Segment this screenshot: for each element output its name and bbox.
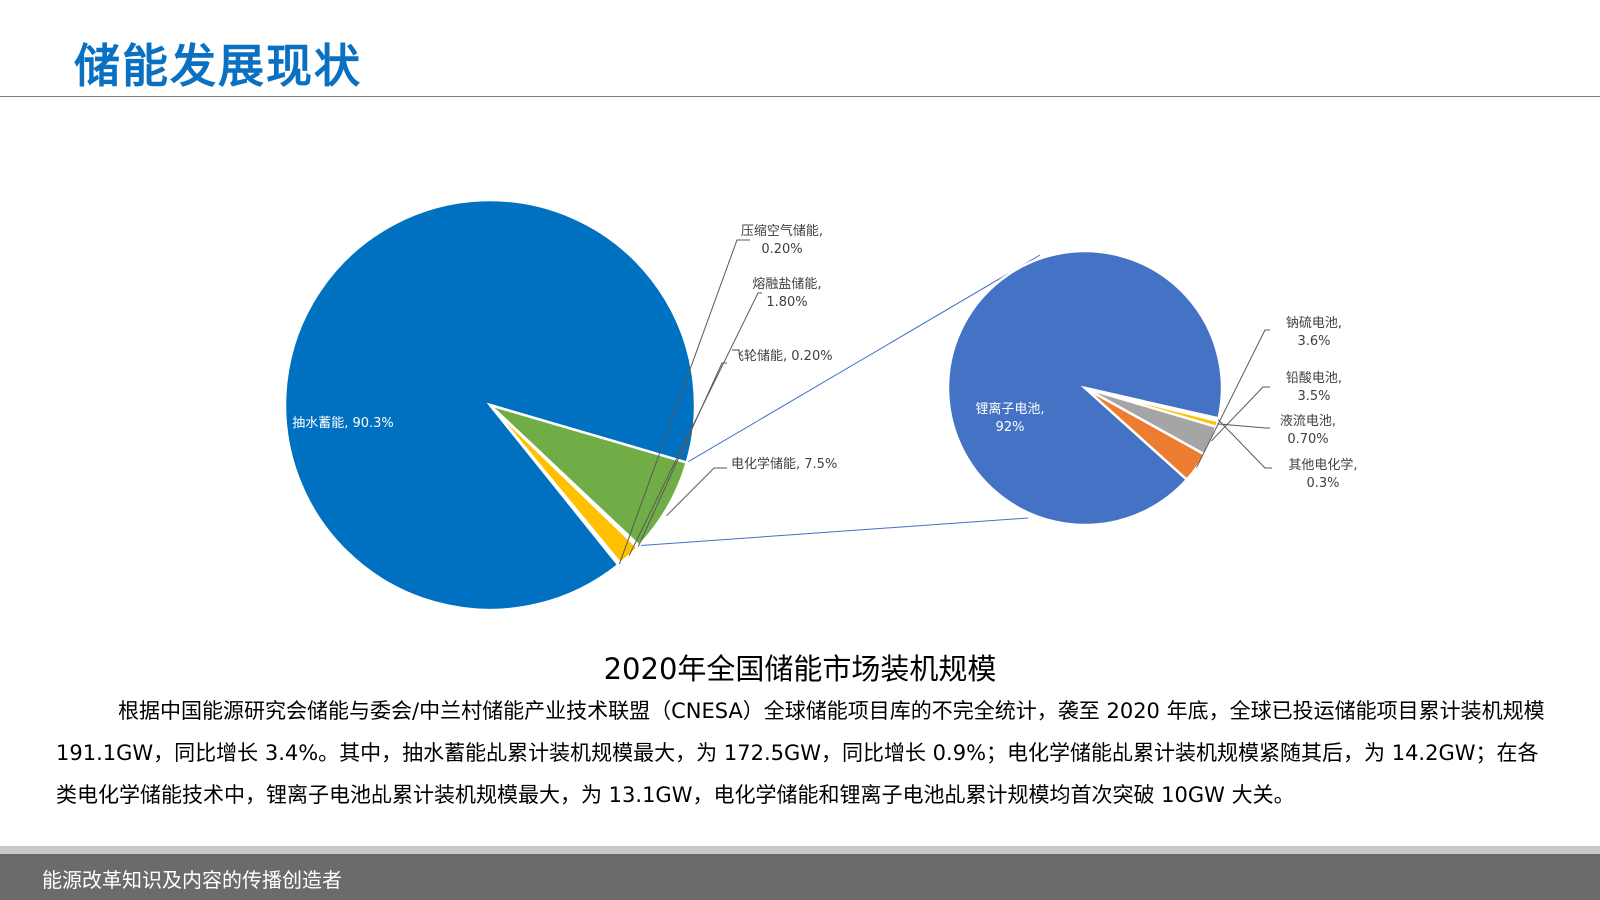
leader-line: [1217, 419, 1272, 469]
label-nas: 钠硫电池, 3.6%: [1286, 316, 1342, 349]
leader-line: [628, 292, 762, 556]
label-pumped-hydro: 抽水蓄能, 90.3%: [292, 416, 394, 431]
leader-line: [618, 239, 750, 565]
connector-lines: [639, 254, 1041, 547]
connector-line: [639, 517, 1029, 547]
pie-of-pie-chart: 抽水蓄能, 90.3% 压缩空气储能, 0.20% 熔融盐储能, 1.80% 飞轮储能, …: [283, 198, 1358, 612]
footer-text: 能源改革知识及内容的传播创造者: [42, 868, 342, 892]
leader-line: [1217, 423, 1270, 429]
label-flow: 液流电池, 0.70%: [1280, 414, 1336, 447]
label-electrochemical: 电化学储能, 7.5%: [731, 456, 837, 472]
body-paragraph: 根据中国能源研究会储能与委会/中兰村储能产业技术联盟（CNESA）全球储能项目库…: [56, 699, 1545, 807]
leader-line: [1210, 386, 1270, 442]
label-lithium-ion: 锂离子电池, 92%: [975, 401, 1044, 435]
leader-line: [637, 362, 727, 547]
data-labels: 抽水蓄能, 90.3% 压缩空气储能, 0.20% 熔融盐储能, 1.80% 飞轮储能, …: [292, 223, 1358, 565]
label-other-electrochemical: 其他电化学, 0.3%: [1288, 457, 1357, 491]
pie-slice: [1084, 386, 1221, 423]
label-lead-acid: 铅酸电池, 3.5%: [1286, 371, 1342, 404]
label-flywheel: 飞轮储能, 0.20%: [731, 349, 833, 364]
leader-line: [666, 467, 727, 517]
main-pie: [283, 198, 697, 612]
leader-line: [1196, 329, 1270, 468]
connector-line: [686, 254, 1041, 464]
label-compressed-air: 压缩空气储能, 0.20%: [741, 223, 823, 257]
pie-slice: [489, 403, 689, 548]
title-divider: [0, 96, 1600, 97]
footer-bar: [0, 846, 1600, 900]
label-molten-salt: 熔融盐储能, 1.80%: [752, 277, 821, 310]
chart-caption: 2020年全国储能市场装机规模: [603, 652, 997, 686]
page-title: 储能发展现状: [74, 39, 362, 93]
sub-pie: [946, 249, 1224, 527]
